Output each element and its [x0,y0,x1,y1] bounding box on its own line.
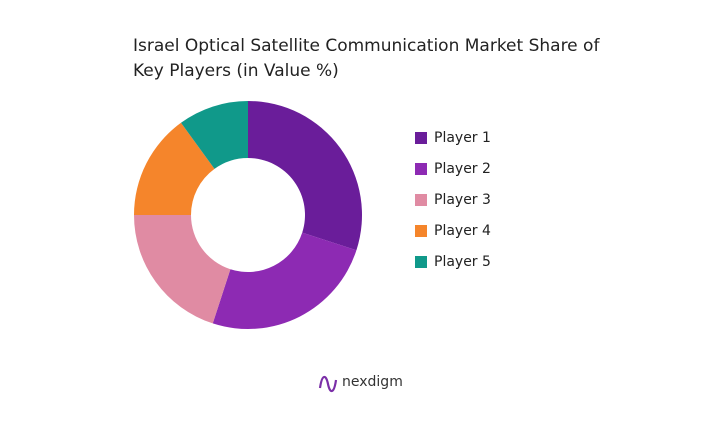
legend-swatch [415,225,427,237]
legend-label: Player 5 [434,254,491,270]
legend-label: Player 1 [434,130,491,146]
legend-label: Player 2 [434,161,491,177]
chart-title: Israel Optical Satellite Communication M… [133,36,600,81]
donut-slice [212,232,357,329]
logo-icon [318,375,338,393]
donut-slice [248,101,362,251]
brand-name: nexdigm [342,374,403,390]
legend-swatch [415,194,427,206]
legend-swatch [415,163,427,175]
legend-swatch [415,256,427,268]
donut-slice [134,215,231,324]
legend-label: Player 3 [434,192,491,208]
legend-label: Player 4 [434,223,491,239]
donut-slice [180,101,248,169]
donut-slice [134,122,215,215]
brand-logo: nexdigm [318,374,403,393]
legend-swatch [415,132,427,144]
